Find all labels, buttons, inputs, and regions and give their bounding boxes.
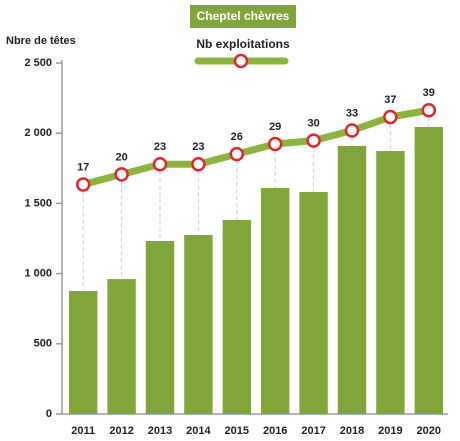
data-label: 20	[115, 151, 127, 163]
legend-line-label: Nb exploitations	[196, 37, 290, 51]
data-label: 33	[346, 107, 358, 119]
y-tick-label: 0	[46, 408, 52, 420]
bar	[184, 234, 213, 414]
x-tick-label: 2012	[109, 425, 133, 437]
y-tick-label: 1 500	[24, 197, 52, 209]
legend-line-marker	[233, 53, 249, 69]
y-tick-label: 2 500	[24, 57, 52, 69]
line-marker	[229, 146, 245, 162]
line-marker	[152, 157, 168, 172]
y-tick-label: 500	[34, 338, 52, 350]
legend-bar-swatch	[190, 5, 296, 28]
bar	[145, 241, 175, 414]
x-tick-label: 2019	[378, 425, 402, 437]
line-marker	[344, 123, 360, 138]
y-tick-label: 2 000	[24, 127, 52, 139]
x-tick-label: 2016	[263, 425, 287, 437]
x-tick-label: 2015	[225, 425, 249, 437]
x-tick-label: 2013	[148, 425, 172, 437]
line	[82, 106, 430, 188]
data-label: 23	[192, 141, 204, 153]
x-tick-label: 2020	[417, 425, 441, 437]
data-label: 30	[307, 118, 319, 130]
x-tick-label: 2017	[301, 425, 325, 437]
bar	[222, 219, 252, 414]
line-marker	[267, 136, 283, 152]
bar	[107, 279, 136, 414]
bar	[376, 151, 405, 414]
y-axis-label: Nbre de têtes	[6, 35, 76, 47]
bar	[260, 187, 290, 414]
bar	[299, 192, 328, 414]
legend-bar-label: Cheptel chèvres	[197, 9, 290, 23]
y-tick-label: 1 000	[24, 268, 52, 280]
x-tick-label: 2018	[340, 425, 364, 437]
x-tick-label: 2011	[71, 425, 95, 437]
data-label: 37	[384, 94, 396, 106]
line-marker	[114, 167, 129, 182]
line-marker	[383, 109, 398, 125]
data-label: 29	[269, 121, 281, 133]
x-tick-label: 2014	[186, 425, 211, 437]
line-marker	[421, 103, 437, 118]
bar	[414, 127, 444, 414]
data-label: 17	[77, 161, 89, 173]
data-label: 26	[231, 131, 243, 143]
line-marker	[306, 133, 321, 148]
line-marker	[75, 177, 91, 192]
line-marker	[191, 157, 206, 172]
data-label: 23	[154, 141, 166, 153]
bar	[337, 145, 367, 415]
data-label: 39	[423, 87, 435, 99]
bar	[68, 291, 98, 414]
